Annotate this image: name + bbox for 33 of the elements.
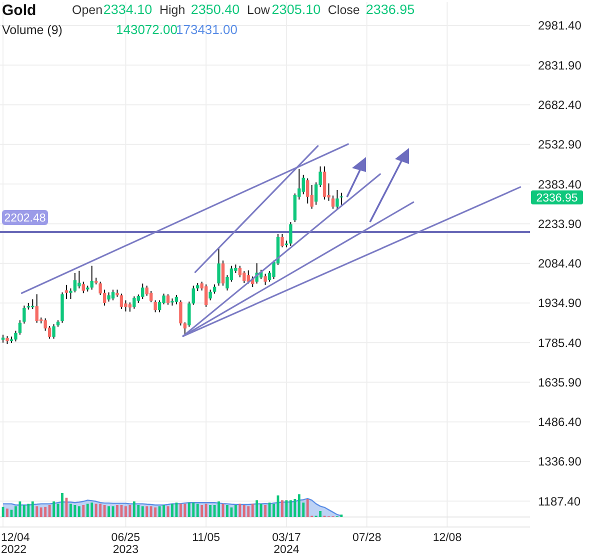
y-tick-label: 1635.90 xyxy=(538,375,582,390)
annotation: High xyxy=(160,3,186,17)
x-tick-label: 12/04 2022 xyxy=(1,532,30,556)
y-tick-label: 1336.90 xyxy=(538,454,582,469)
y-tick-label: 1187.40 xyxy=(538,494,581,508)
annotation: Close xyxy=(328,3,360,17)
y-tick-label: 2084.40 xyxy=(538,256,582,271)
y-tick-label: 2981.40 xyxy=(538,18,582,33)
annotation: Low xyxy=(247,3,271,17)
chart-title: Gold xyxy=(2,2,36,19)
x-tick-label: 07/28 xyxy=(352,532,382,544)
chart-title: Volume (9) xyxy=(2,23,62,37)
x-tick-label: 06/25 2023 xyxy=(111,532,140,556)
ref-line-label: 2202.48 xyxy=(4,212,46,225)
annotation: 2350.40 xyxy=(190,2,240,17)
y-tick-label: 2682.40 xyxy=(538,98,582,112)
y-tick-label: 1934.90 xyxy=(538,296,582,310)
y-tick-label: 2383.40 xyxy=(538,177,582,192)
annotation: 2305.10 xyxy=(272,2,321,17)
y-tick-label: 2532.90 xyxy=(538,138,582,152)
y-tick-label: 2233.90 xyxy=(538,216,582,231)
x-tick-label: 11/05 xyxy=(192,532,220,544)
y-tick-label: 1785.40 xyxy=(538,336,582,350)
annotation: 143072.00 xyxy=(116,22,178,37)
annotation: 2334.10 xyxy=(103,2,152,17)
x-tick-label: 03/17 2024 xyxy=(272,532,301,556)
annotation: 2336.95 xyxy=(366,2,415,17)
y-tick-label: 2831.90 xyxy=(538,58,582,72)
text: 2336.95 xyxy=(536,192,578,204)
annotation: Open xyxy=(72,3,103,17)
y-tick-label: 1486.40 xyxy=(538,415,582,430)
x-tick-label: 12/08 xyxy=(432,532,462,544)
annotation: 173431.00 xyxy=(176,22,238,37)
